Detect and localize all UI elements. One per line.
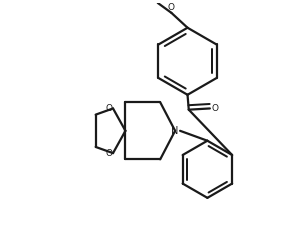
Text: O: O: [105, 104, 112, 113]
Text: O: O: [105, 149, 112, 158]
Text: N: N: [172, 126, 179, 136]
Text: O: O: [168, 3, 175, 12]
Text: O: O: [212, 104, 219, 113]
